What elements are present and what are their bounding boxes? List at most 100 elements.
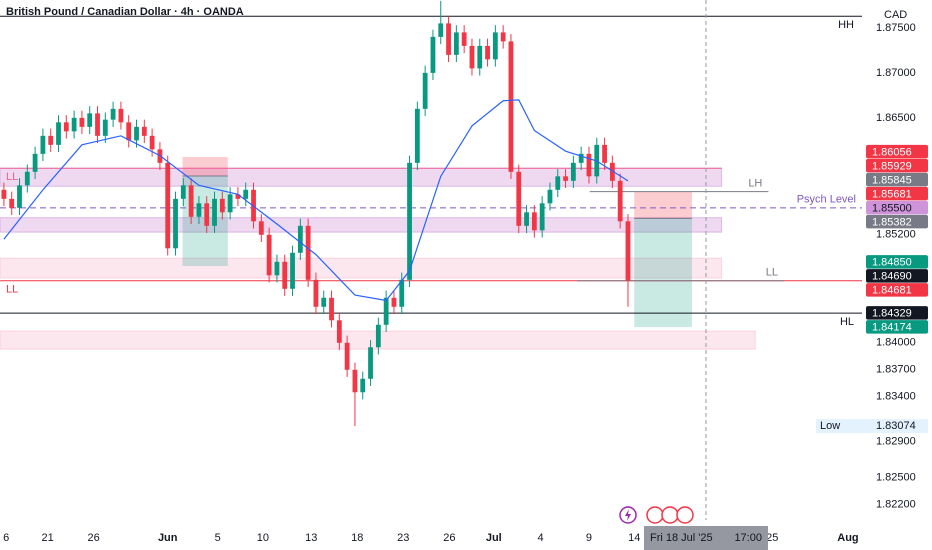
low-label-price: 1.83074 [876, 420, 916, 432]
price-label-box [866, 283, 928, 297]
candle-body [414, 108, 420, 163]
x-tick-label: 23 [397, 532, 409, 544]
event-icon [676, 506, 694, 524]
candle-body [71, 117, 77, 132]
crosshair-date-box [643, 526, 768, 550]
x-tick-label: 18 [351, 532, 363, 544]
candle-body [625, 221, 631, 281]
y-tick-label: 1.83400 [876, 391, 916, 403]
candle-body [227, 194, 233, 213]
y-tick-label: 1.82200 [876, 499, 916, 511]
candle-body [180, 185, 186, 199]
price-label-box [866, 172, 928, 187]
y-tick-label: 1.82900 [876, 436, 916, 448]
candle-body [477, 45, 483, 69]
crosshair-date: Fri 18 Jul '25 [650, 532, 713, 544]
candle-body [453, 32, 459, 55]
candle-body [87, 113, 93, 127]
price-label: 1.84681 [872, 285, 912, 297]
price-label-box [866, 144, 928, 159]
candle-body [352, 369, 358, 393]
stop-zone [634, 191, 692, 219]
candle-body [297, 225, 303, 253]
candle-body [492, 32, 498, 60]
candle-body [438, 23, 444, 37]
x-tick-label: Aug [837, 532, 858, 544]
candle-body [336, 320, 342, 343]
candle-body [149, 135, 155, 150]
price-label: 1.84329 [872, 308, 912, 320]
price-label-box [866, 214, 928, 229]
candle-body [383, 297, 389, 325]
candle-body [290, 252, 295, 289]
price-label-box [866, 320, 928, 334]
crosshair-time: 17:00 [734, 532, 762, 544]
candle-body [102, 119, 108, 136]
price-label: 1.84174 [872, 322, 912, 334]
candle-body [516, 171, 522, 226]
x-tick-label: Jul [486, 532, 502, 544]
candle-body [469, 45, 475, 69]
moving-average [3, 99, 629, 302]
candle-body [570, 162, 576, 181]
price-label: 1.86056 [872, 146, 912, 158]
event-icon [646, 506, 664, 524]
candle-body [539, 203, 545, 231]
event-icon-bolt [625, 509, 631, 521]
level-label: LL [6, 284, 18, 296]
y-tick-label: 1.85200 [876, 229, 916, 241]
candle-body [609, 162, 615, 181]
zone [0, 217, 723, 233]
level-label: HL [840, 316, 854, 328]
candle-body [235, 194, 241, 199]
candle-body [40, 135, 46, 154]
x-tick-label: 26 [87, 532, 99, 544]
x-tick-label: 4 [538, 532, 544, 544]
candle-body [461, 32, 467, 46]
candle-body [48, 135, 54, 145]
level-label: LL [766, 267, 778, 279]
candle-body [446, 23, 451, 55]
candle-body [79, 117, 85, 127]
candle-body [531, 212, 537, 231]
chart-title: British Pound / Canadian Dollar · 4h · O… [6, 6, 244, 18]
low-label: Low [820, 420, 840, 432]
candle-body [134, 126, 139, 141]
level-label: LL [6, 171, 18, 183]
y-tick-label: 1.83700 [876, 364, 916, 376]
candle-body [243, 189, 249, 199]
candle-body [422, 72, 428, 109]
price-label-box [866, 186, 928, 201]
candle-body [563, 176, 568, 181]
price-label-box [866, 158, 928, 173]
candle-body [375, 324, 381, 348]
candle-body [188, 185, 194, 217]
candle-body [126, 122, 132, 141]
candle-body [578, 153, 584, 163]
candle-body [430, 36, 436, 73]
candle-body [508, 41, 514, 172]
target-zone [634, 218, 692, 328]
candle-body [56, 122, 61, 145]
x-tick-label: Jun [158, 532, 178, 544]
candle-body [313, 279, 319, 307]
event-icon [661, 506, 679, 524]
x-tick-label: 26 [443, 532, 455, 544]
zone [0, 257, 723, 279]
x-tick-label: 5 [215, 532, 221, 544]
candle-body [219, 198, 225, 213]
y-tick-label: 1.86500 [876, 112, 916, 124]
price-label: 1.84690 [872, 271, 912, 283]
price-label-box [866, 200, 928, 215]
candle-body [32, 153, 38, 172]
candle-body [17, 185, 22, 208]
candle-body [173, 198, 178, 249]
candle-body [258, 221, 264, 235]
candle-body [196, 203, 202, 217]
candle-body [212, 198, 217, 226]
price-label: 1.84850 [872, 257, 912, 269]
candle-body [95, 113, 100, 136]
price-label: 1.85845 [872, 174, 912, 186]
